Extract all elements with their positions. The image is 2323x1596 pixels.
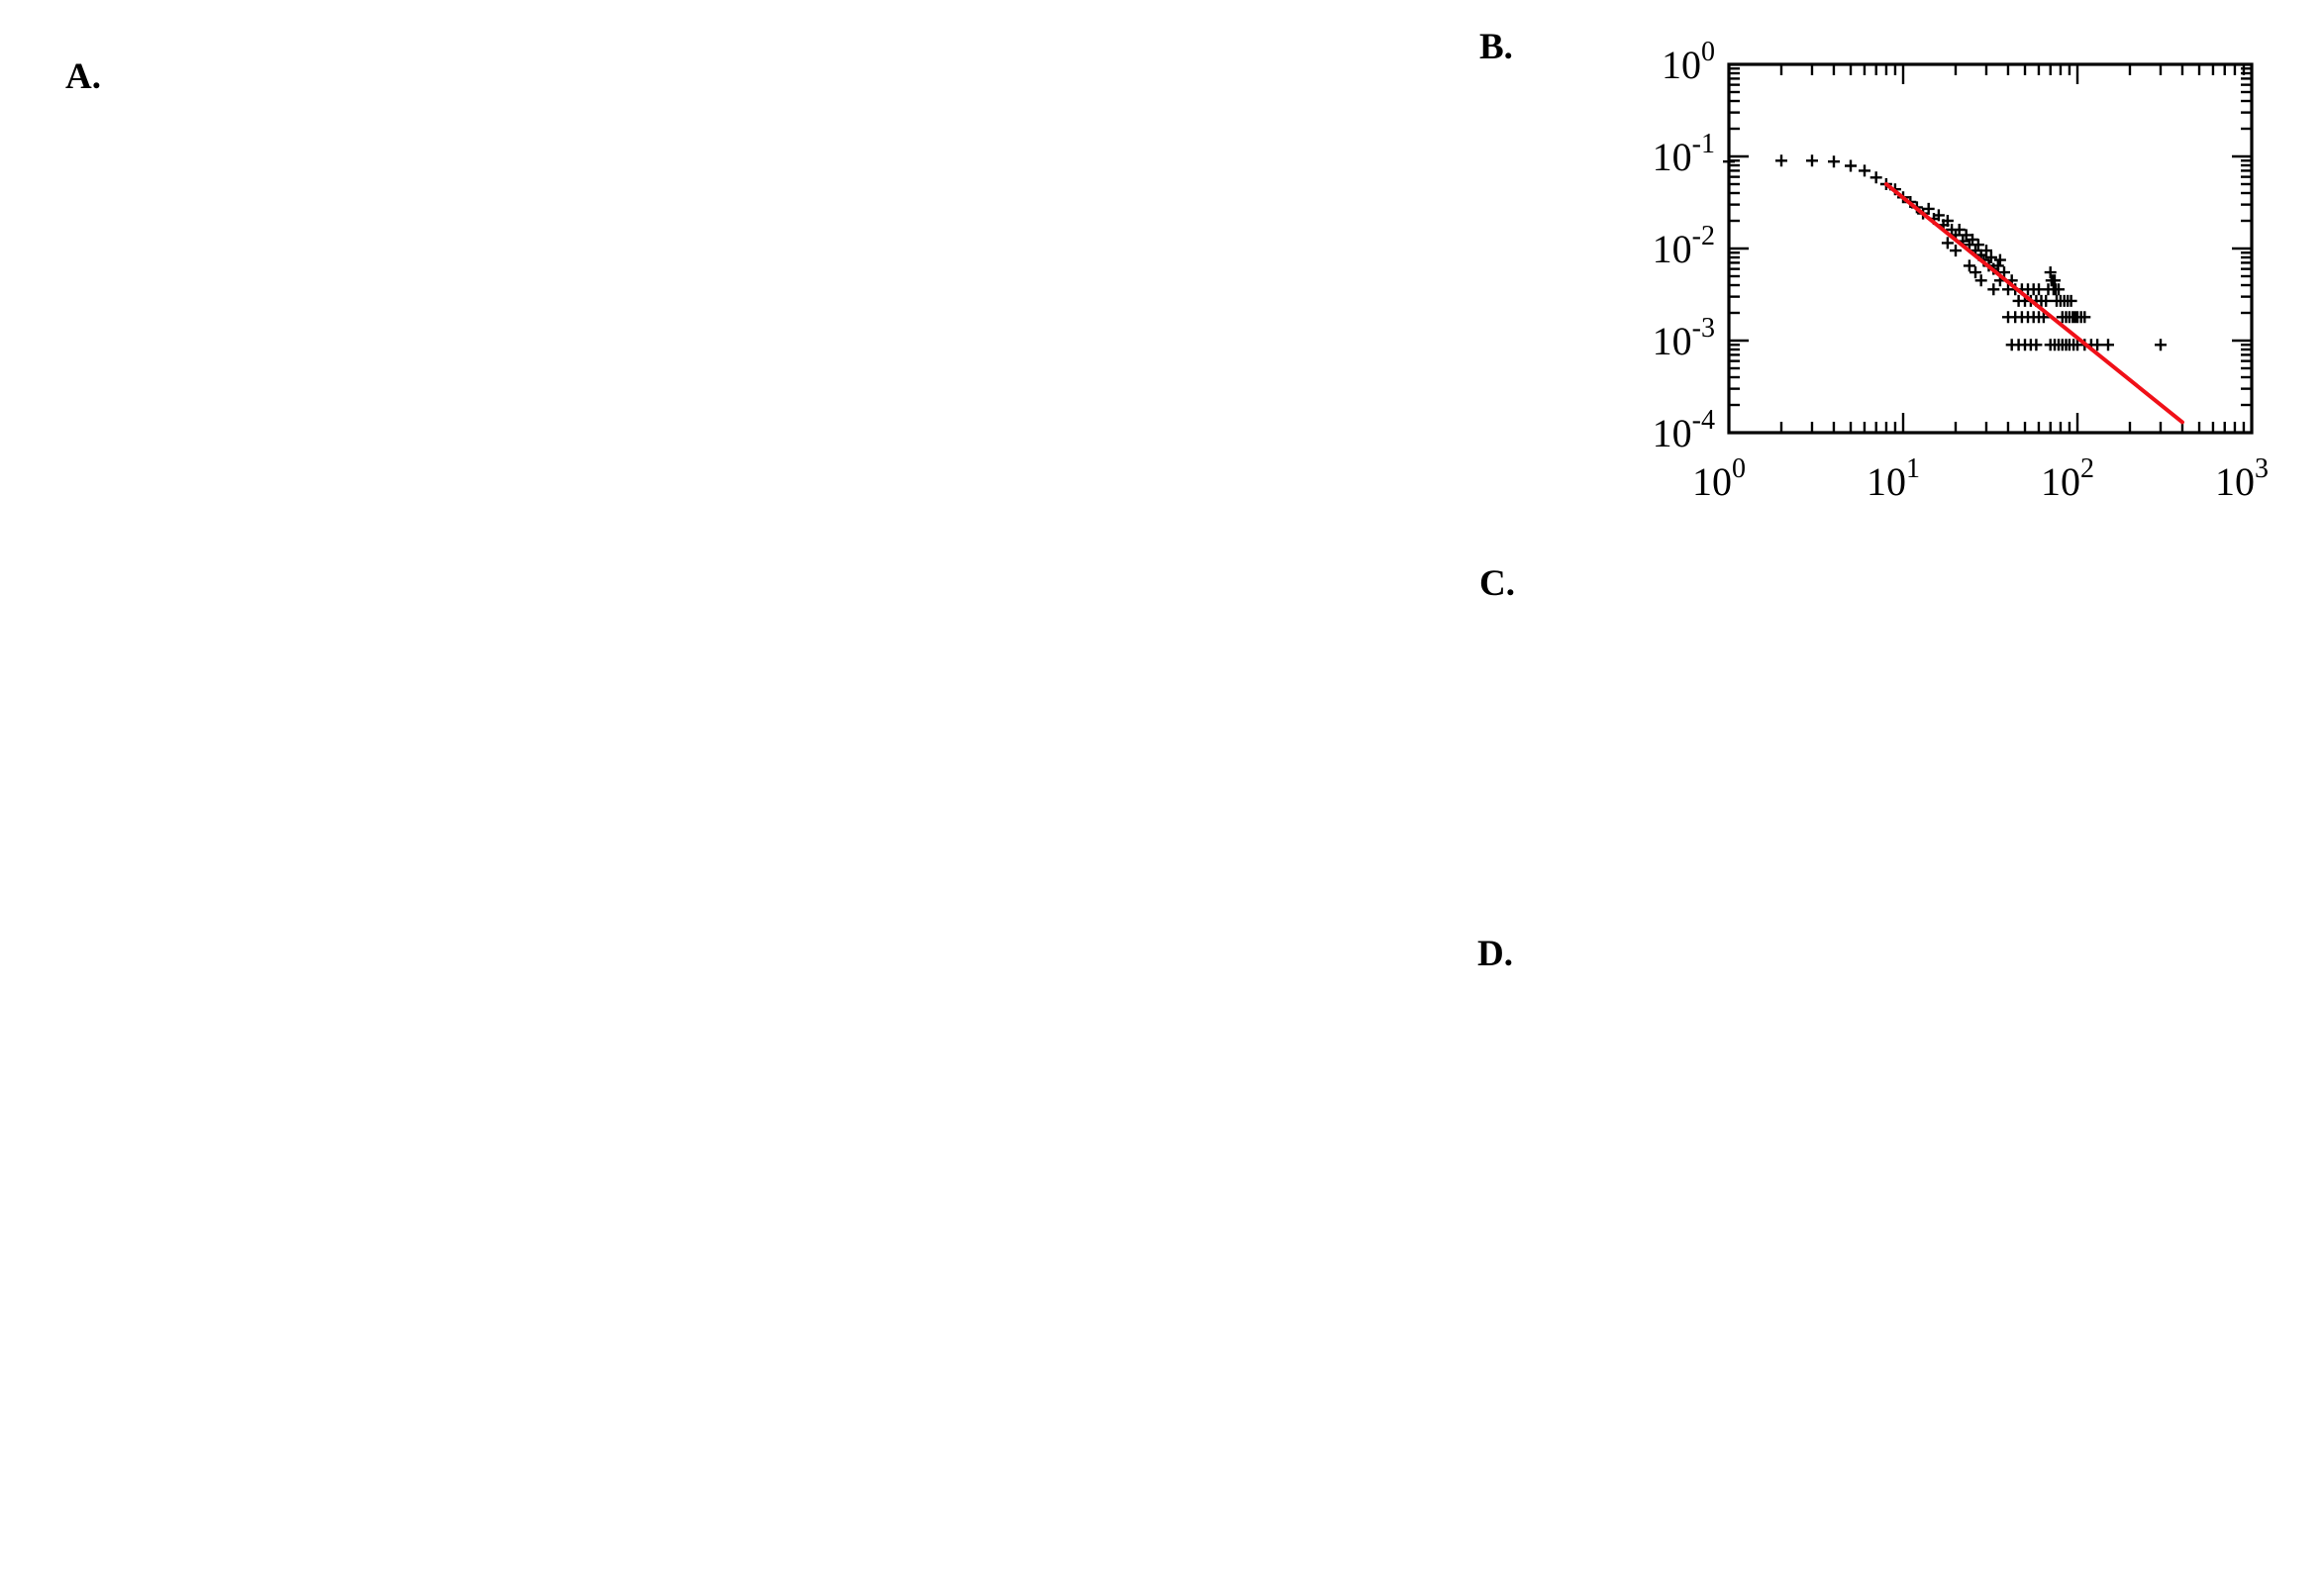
scatter-points	[1723, 154, 2167, 351]
plot-frame	[1727, 62, 2254, 435]
plots: 100 101 102 103 100 10-1 10-2 10-3 10-4	[1653, 37, 2269, 504]
x-tick-label: 103	[2215, 453, 2269, 504]
plot-b: 100 101 102 103 100 10-1 10-2 10-3 10-4	[1653, 37, 2269, 504]
axis-ticks	[1727, 62, 2254, 435]
x-tick-label: 102	[2041, 453, 2094, 504]
panel-label-d: D.	[1477, 934, 1513, 974]
y-tick-label: 10-1	[1653, 129, 1715, 179]
panel-label-c: C.	[1479, 563, 1515, 604]
y-tick-label: 10-3	[1653, 313, 1715, 363]
x-tick-label: 100	[1692, 453, 1746, 504]
y-tick-label: 10-4	[1653, 405, 1715, 455]
y-tick-label: 100	[1662, 37, 1715, 87]
x-tick-label: 101	[1867, 453, 1920, 504]
fit-line	[1883, 181, 2184, 425]
panel-label-b: B.	[1479, 27, 1513, 67]
panel-label-a: A.	[65, 56, 101, 97]
y-tick-label: 10-2	[1653, 221, 1715, 271]
